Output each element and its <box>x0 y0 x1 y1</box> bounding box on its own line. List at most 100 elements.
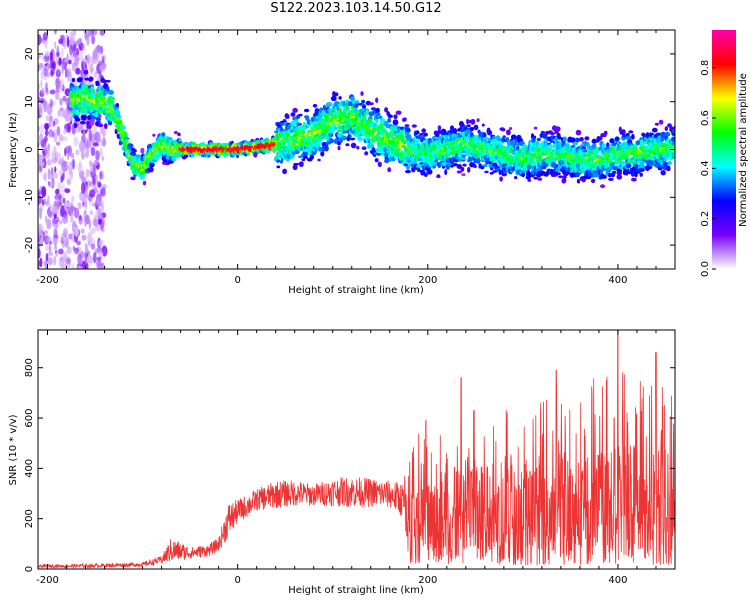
spectrogram-noise <box>55 216 60 223</box>
spectrogram-cell <box>401 144 407 149</box>
spectrogram-noise <box>75 67 81 75</box>
spectrogram-cell <box>466 124 471 128</box>
spectrogram-noise <box>56 141 61 146</box>
spectrogram-noise <box>95 198 100 205</box>
spectrogram-noise <box>67 36 70 48</box>
spectrogram-noise <box>39 207 42 220</box>
spectrogram-noise <box>85 60 88 65</box>
spectrogram-noise <box>56 67 60 76</box>
spectrogram-cell <box>533 126 538 130</box>
snr-y-label: SNR (10 * v/v) <box>8 414 19 485</box>
spectrogram-cell <box>152 133 156 137</box>
spectrogram-noise <box>76 241 81 247</box>
spectrogram-noise <box>100 262 105 269</box>
colorbar: 0.00.20.40.60.8 Normalized spectral ampl… <box>700 30 749 277</box>
spectrogram-noise <box>68 165 73 176</box>
x-tick-label: -200 <box>36 575 59 586</box>
spectrogram-cell <box>360 91 364 96</box>
spectrogram-noise <box>60 205 65 218</box>
spectrogram-noise <box>96 256 102 261</box>
spectrogram-noise <box>69 31 74 39</box>
spectrogram-cell <box>337 145 341 151</box>
spectrogram-cell <box>470 118 476 125</box>
spectrogram-noise <box>38 53 41 59</box>
spectrogram-noise <box>41 70 48 75</box>
spectrogram-cell <box>499 176 503 182</box>
spectrogram-cell <box>487 130 493 136</box>
spectrogram-cell <box>387 167 392 173</box>
spectrogram-cell <box>320 151 325 157</box>
spectrogram-cell <box>282 168 287 175</box>
spectrogram-cell <box>404 124 410 127</box>
spectrogram-noise <box>62 210 67 219</box>
spectrogram-noise <box>81 43 86 52</box>
spectrogram-cell <box>250 138 254 142</box>
spectrogram-cell <box>536 137 541 142</box>
spectrogram-noise <box>49 51 53 62</box>
spectrogram-noise <box>53 172 59 179</box>
spectrogram-cell <box>297 113 303 117</box>
spectrogram-cell <box>303 155 308 160</box>
spectrogram-cell <box>142 180 147 186</box>
spectrogram-noise <box>68 161 75 166</box>
spectrogram-noise <box>101 62 107 70</box>
spectrogram-cell <box>173 130 178 135</box>
spectrogram-cell <box>316 143 320 147</box>
spectrogram-noise <box>48 242 51 254</box>
spectrogram-cell <box>406 165 410 170</box>
spectrogram-cell <box>83 84 89 89</box>
spectrogram-cell <box>584 136 590 141</box>
spectrogram-noise <box>88 129 92 141</box>
spectrogram-noise <box>101 141 104 146</box>
spectrogram-noise <box>90 146 96 157</box>
spectrogram-cell <box>386 134 390 140</box>
spectrogram-noise <box>42 150 46 158</box>
spectrogram-cell <box>301 130 306 134</box>
spectrogram-cell <box>437 125 442 131</box>
spectrogram-cell <box>483 163 488 168</box>
spectrogram-noise <box>63 250 68 262</box>
spectrogram-cell <box>95 82 100 87</box>
spectrogram-cell <box>330 95 337 102</box>
spectrogram-cell <box>73 122 78 129</box>
spectrogram-cell <box>366 134 371 140</box>
spectrogram-noise <box>47 203 53 209</box>
spectrogram-noise <box>63 228 68 238</box>
spectrogram-noise <box>93 163 96 174</box>
spectrogram-cell <box>657 167 663 171</box>
spectrogram-noise <box>44 123 49 131</box>
spectrogram-cell <box>460 166 465 172</box>
spectrogram-cell <box>558 175 564 179</box>
spectrogram-cell <box>628 130 634 134</box>
spectrogram-noise <box>70 214 74 223</box>
spectrogram-cell <box>140 147 145 154</box>
spectrogram-noise <box>71 195 75 203</box>
spectrogram-cell <box>415 130 420 135</box>
spectrogram-cell <box>435 146 440 151</box>
spectrogram-cell <box>80 114 87 120</box>
spectrogram-cell <box>554 163 559 168</box>
spectrogram-cell <box>540 130 546 134</box>
spectrogram-cell <box>84 77 90 81</box>
spectrogram-cell <box>375 107 380 114</box>
spectrogram-cell <box>91 88 96 92</box>
spectrogram-cell <box>350 96 355 102</box>
spectrogram-noise <box>101 155 105 161</box>
spectrogram-noise <box>80 228 85 234</box>
spectrogram-cell <box>281 141 286 145</box>
spectrogram-cell <box>342 130 349 134</box>
spectrogram-cell <box>104 123 108 130</box>
spectrogram-cell <box>556 172 561 176</box>
spectrogram-cell <box>334 126 338 130</box>
spectrogram-cell <box>347 101 354 107</box>
spectrogram-cell <box>443 144 447 151</box>
spectrogram-noise <box>44 230 48 235</box>
spectrogram-cell <box>461 173 466 177</box>
colorbar-tick-label: 0.2 <box>700 211 711 227</box>
spectrogram-cell <box>403 117 407 122</box>
spectrogram-cell <box>115 117 121 121</box>
spectrogram-noise <box>40 87 47 94</box>
spectrogram-cell <box>105 79 111 83</box>
spectrogram-noise <box>58 193 62 202</box>
spectrogram-noise <box>41 186 47 198</box>
